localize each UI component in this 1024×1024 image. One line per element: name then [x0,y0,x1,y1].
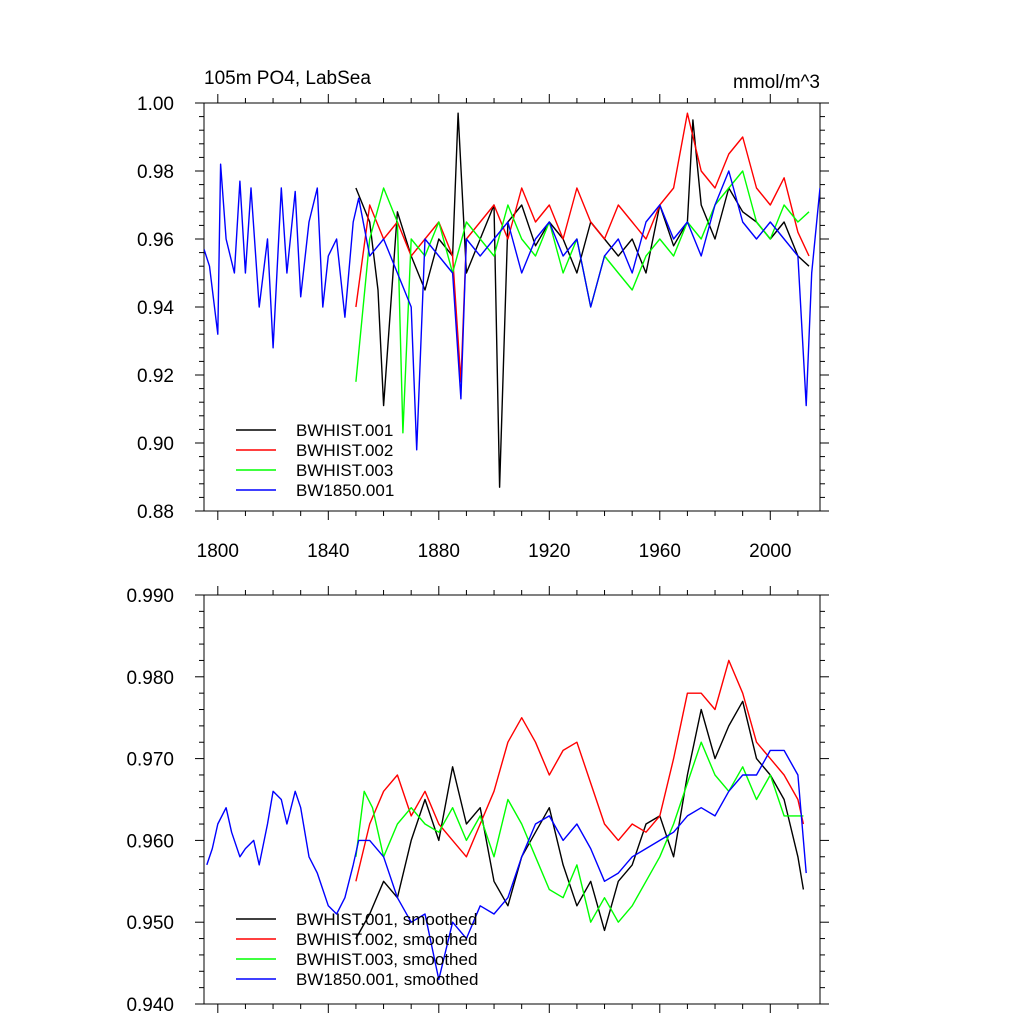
bottom-series-3 [355,741,804,923]
bottom-legend-label: BW1850.001, smoothed [296,970,478,989]
bottom-ytick-label: 0.990 [126,586,174,607]
top-ytick-label: 0.98 [137,162,174,183]
bottom-series-2 [355,659,805,882]
top-ytick-label: 0.90 [137,434,174,455]
top-legend-label: BW1850.001 [296,481,394,500]
top-xtick-label: 1920 [528,541,570,562]
bottom-ytick-label: 0.960 [126,831,174,852]
top-series-2 [355,112,810,383]
top-ytick-label: 0.96 [137,230,174,251]
top-ytick-label: 0.88 [137,502,174,523]
bottom-ytick-label: 0.970 [126,750,174,771]
bottom-legend-label: BWHIST.002, smoothed [296,930,477,949]
top-ytick-label: 0.92 [137,366,174,387]
bottom-ytick-label: 0.980 [126,668,174,689]
top-series-4 [204,163,820,451]
bottom-ytick-label: 0.950 [126,913,174,934]
bottom-series-1 [355,700,805,939]
top-series-1 [355,112,810,488]
bottom-legend-label: BWHIST.003, smoothed [296,950,477,969]
bottom-legend-label: BWHIST.001, smoothed [296,910,477,929]
top-plot: 1800 1840 1880 1920 1960 2000 0.88 0.90 0.92 0.94… [137,94,829,562]
top-xtick-label: 1880 [418,541,460,562]
bottom-frame [203,594,821,1005]
top-ytick-label: 1.00 [137,94,174,115]
top-legend-label: BWHIST.003 [296,461,393,480]
top-title-right: mmol/m^3 [733,72,820,93]
bottom-plot: 0.940 0.950 0.960 0.970 0.980 0.990 BWHIST.001… [126,586,829,1016]
top-xtick-label: 1960 [639,541,681,562]
bottom-series-4 [206,749,807,981]
top-legend-label: BWHIST.001 [296,421,393,440]
bottom-ytick-label: 0.940 [126,995,174,1016]
top-xtick-label: 1840 [307,541,349,562]
top-xtick-label: 1800 [197,541,239,562]
top-legend-label: BWHIST.002 [296,441,393,460]
top-ytick-label: 0.94 [137,298,174,319]
top-title-left: 105m PO4, LabSea [204,68,371,89]
top-xtick-label: 2000 [749,541,791,562]
